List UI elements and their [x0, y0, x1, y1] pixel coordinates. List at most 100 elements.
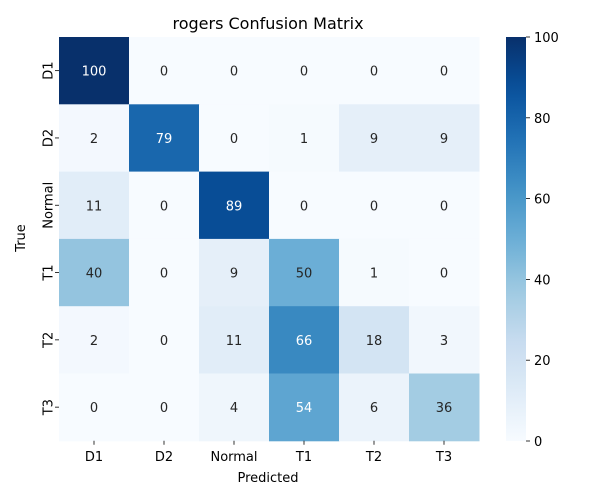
colorbar-tick-label: 60 [534, 193, 551, 208]
cell-value-label: 100 [82, 65, 107, 80]
cell-value-label: 9 [370, 132, 378, 147]
heatmap-cell [339, 306, 410, 374]
cell-value-label: 11 [86, 199, 103, 214]
cell-value-label: 89 [226, 199, 243, 214]
heatmap-cell [269, 104, 340, 173]
colorbar-tick-label: 100 [534, 31, 559, 46]
heatmap-cell [269, 306, 340, 374]
cell-value-label: 6 [370, 401, 378, 416]
y-tick-label: D1 [42, 62, 57, 80]
colorbar-tick-label: 40 [534, 273, 551, 288]
heatmap-cell [269, 373, 340, 442]
heatmap-cell [199, 104, 270, 173]
heatmap-cell [129, 171, 200, 240]
heatmap-cell [129, 306, 200, 374]
cell-value-label: 0 [300, 199, 308, 214]
colorbar-tick-label: 80 [534, 112, 551, 127]
cell-value-label: 0 [160, 199, 168, 214]
cell-value-label: 0 [230, 132, 238, 147]
heatmap-cell [199, 37, 270, 105]
heatmap-cell [59, 238, 130, 307]
x-tick-label: T1 [295, 450, 312, 465]
cell-value-label: 18 [366, 334, 383, 349]
cell-value-label: 0 [160, 267, 168, 282]
x-tick-label: Normal [210, 450, 257, 465]
heatmap-cell [59, 171, 130, 240]
chart-title: rogers Confusion Matrix [172, 14, 363, 33]
cell-value-label: 0 [230, 65, 238, 80]
heatmap-cell [409, 37, 480, 105]
cell-value-label: 9 [440, 132, 448, 147]
heatmap-cell [409, 306, 480, 374]
cell-value-label: 9 [230, 267, 238, 282]
cell-value-label: 0 [160, 401, 168, 416]
cell-value-label: 2 [90, 334, 98, 349]
cell-value-label: 0 [160, 334, 168, 349]
cell-value-label: 1 [300, 132, 308, 147]
cell-value-label: 0 [440, 267, 448, 282]
cell-value-label: 0 [160, 65, 168, 80]
heatmap-cell [339, 238, 410, 307]
cell-value-label: 36 [436, 401, 453, 416]
y-tick-label: T1 [42, 264, 57, 281]
heatmap-cell [59, 37, 130, 105]
cell-value-label: 79 [156, 132, 173, 147]
x-tick-label: T2 [365, 450, 382, 465]
cell-value-label: 0 [440, 199, 448, 214]
heatmap-cell [129, 104, 200, 173]
y-tick-label: D2 [42, 129, 57, 147]
cell-value-label: 3 [440, 334, 448, 349]
heatmap-cell [199, 238, 270, 307]
heatmap-cell [409, 238, 480, 307]
y-axis-ticks: D1 D2 Normal T1 T2 T3 [42, 62, 59, 416]
cell-value-label: 40 [86, 267, 103, 282]
cell-value-label: 0 [370, 65, 378, 80]
heatmap-cell [339, 37, 410, 105]
cell-value-label: 0 [300, 65, 308, 80]
x-tick-label: D2 [155, 450, 173, 465]
x-axis-label: Predicted [237, 471, 298, 486]
heatmap-cell [269, 37, 340, 105]
colorbar-tick-label: 0 [534, 435, 542, 450]
cell-value-label: 2 [90, 132, 98, 147]
y-tick-label: T3 [42, 399, 57, 416]
heatmap-cell-labels: 100 0 0 0 0 02 79 0 1 9 911 0 89 0 0 040 0 9 50 1 02 0 11 66 18 3… [82, 65, 453, 416]
cell-value-label: 66 [296, 334, 313, 349]
heatmap-cell [409, 104, 480, 173]
cell-value-label: 54 [296, 401, 313, 416]
heatmap-cell [129, 373, 200, 442]
heatmap-cell [409, 171, 480, 240]
cell-value-label: 0 [370, 199, 378, 214]
cell-value-label: 4 [230, 401, 238, 416]
x-tick-label: T3 [435, 450, 452, 465]
cell-value-label: 0 [440, 65, 448, 80]
heatmap-cell [129, 238, 200, 307]
y-tick-label: T2 [42, 332, 57, 349]
heatmap-cell [339, 171, 410, 240]
heatmap-cell [199, 373, 270, 442]
cell-value-label: 0 [90, 401, 98, 416]
x-tick-label: D1 [85, 450, 103, 465]
colorbar [506, 37, 526, 441]
heatmap-cell [129, 37, 200, 105]
y-axis-label: True [14, 224, 29, 253]
heatmap-cell [199, 306, 270, 374]
heatmap-cell [339, 104, 410, 173]
heatmap-cell [409, 373, 480, 442]
heatmap-cell [59, 104, 130, 173]
heatmap-cell [59, 373, 130, 442]
colorbar-ticks: 0 20 40 60 80 100 [526, 31, 559, 450]
heatmap-cell [59, 306, 130, 374]
y-tick-label: Normal [42, 182, 57, 229]
heatmap-cell [339, 373, 410, 442]
heatmap-cell [269, 171, 340, 240]
cell-value-label: 50 [296, 267, 313, 282]
x-axis-ticks: D1 D2 Normal T1 T2 T3 [85, 440, 452, 465]
heatmap-cell [199, 171, 270, 240]
heatmap-cells [59, 37, 480, 442]
colorbar-tick-label: 20 [534, 354, 551, 369]
cell-value-label: 1 [370, 267, 378, 282]
cell-value-label: 11 [226, 334, 243, 349]
heatmap-cell [269, 238, 340, 307]
